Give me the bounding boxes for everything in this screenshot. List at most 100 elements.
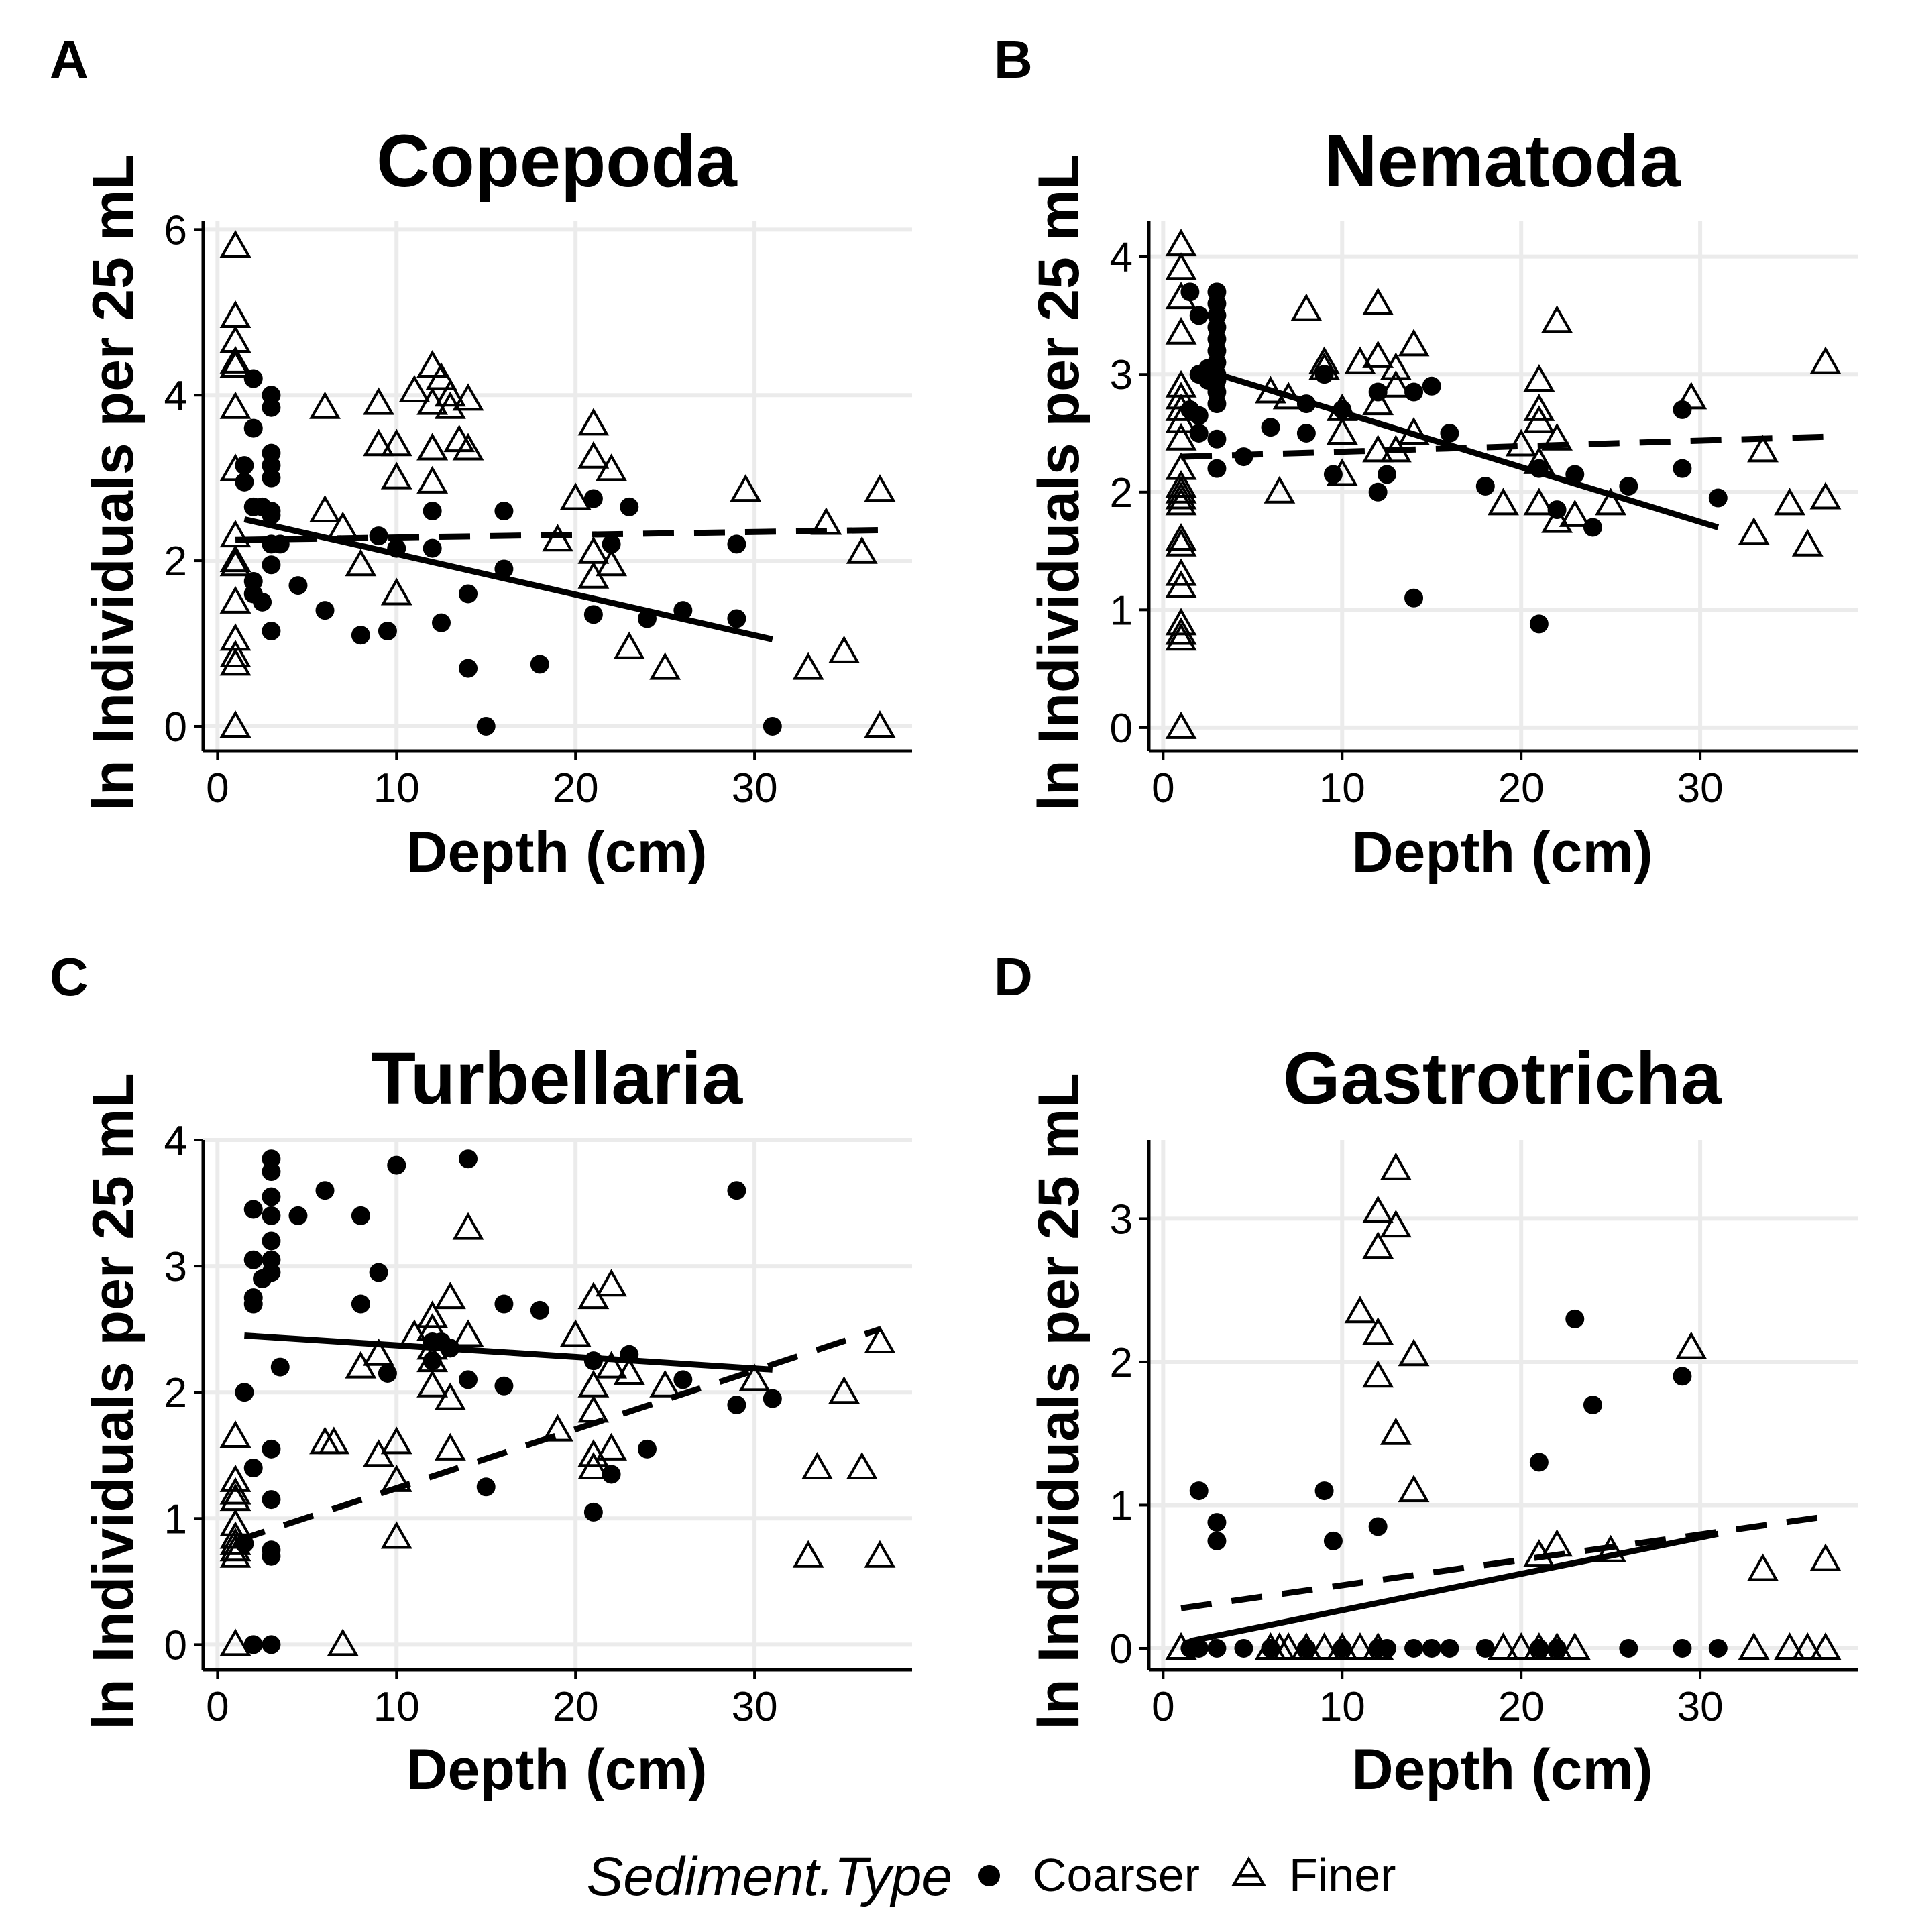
y-axis-title: ln Individuals per 25 mL	[81, 1073, 146, 1730]
finer-point	[1523, 393, 1555, 421]
finer-point	[1362, 287, 1394, 315]
finer-point	[1380, 370, 1412, 398]
coarser-point	[583, 489, 603, 508]
finer-point	[577, 1452, 610, 1480]
finer-point	[801, 1452, 833, 1480]
legend-label-finer: Finer	[1289, 1849, 1396, 1901]
finer-point	[1523, 363, 1555, 392]
finer-point	[219, 545, 251, 573]
finer-point	[1791, 1632, 1824, 1660]
finer-point	[1290, 1632, 1323, 1660]
finer-point	[219, 1628, 251, 1656]
y-axis-title: ln Individuals per 25 mL	[1027, 154, 1091, 811]
coarser-point	[1207, 1531, 1227, 1550]
panel-title: Copepoda	[376, 120, 738, 203]
finer-point	[1362, 1632, 1394, 1660]
finer-point	[1738, 1632, 1770, 1660]
coarser-point	[1475, 477, 1495, 496]
coarser-point	[243, 418, 263, 438]
coarser-point	[1234, 1638, 1253, 1658]
coarser-point	[1323, 1531, 1343, 1550]
finer-point	[1675, 382, 1707, 410]
x-tick-label: 30	[732, 765, 778, 811]
finer-point	[1165, 1632, 1197, 1660]
y-tick-label: 0	[164, 1622, 187, 1668]
finer-point	[1362, 1231, 1394, 1259]
finer-point	[1165, 252, 1197, 280]
finer-point	[380, 577, 412, 606]
finer-point	[380, 461, 412, 490]
coarser-point	[459, 1149, 478, 1169]
coarser-point	[1368, 482, 1388, 502]
panel-letter: C	[50, 947, 89, 1007]
coarser-point	[1180, 282, 1200, 302]
y-tick-label: 0	[164, 704, 187, 750]
panel-b: B Nematoda 0 10 20 30 0 1 2 3 4 Depth (cm) ln In…	[994, 30, 1858, 885]
finer-point	[452, 1319, 484, 1347]
finer-point	[1380, 352, 1412, 380]
x-axis-title: Depth (cm)	[406, 1738, 707, 1802]
coarser-point	[494, 1294, 514, 1314]
coarser-point	[620, 497, 639, 516]
finer-trend-line	[235, 526, 881, 543]
finer-point	[577, 408, 610, 436]
x-tick-label: 0	[206, 765, 229, 811]
coarser-point	[423, 538, 442, 558]
coarser-point	[459, 1370, 478, 1389]
coarser-point	[763, 716, 782, 736]
coarser-point	[262, 506, 281, 525]
finer-point	[1165, 475, 1197, 504]
coarser-point	[423, 502, 442, 521]
coarser-point	[1207, 429, 1227, 449]
coarser-point	[235, 472, 254, 492]
finer-point	[1559, 499, 1591, 527]
coarser-point	[1673, 400, 1692, 419]
coarser-point	[1207, 1513, 1227, 1532]
finer-point	[318, 1426, 350, 1455]
x-tick-label: 20	[1498, 1684, 1545, 1730]
coarser-point	[262, 1231, 281, 1251]
finer-point	[596, 453, 628, 481]
panel-letter: B	[994, 30, 1033, 89]
finer-point	[828, 635, 860, 663]
finer-point	[1362, 1360, 1394, 1388]
coarser-point	[1673, 459, 1692, 478]
coarser-point	[1583, 1396, 1602, 1414]
coarser-point	[387, 1155, 406, 1175]
finer-point	[219, 453, 251, 481]
finer-point	[1165, 617, 1197, 645]
coarser-point	[1422, 1638, 1441, 1658]
finer-point	[363, 429, 395, 457]
coarser-point	[243, 1294, 263, 1314]
y-tick-label: 4	[1110, 235, 1133, 281]
coarser-point	[288, 1206, 308, 1225]
coarser-point	[1422, 376, 1441, 396]
coarser-point	[1475, 1638, 1495, 1658]
coarser-point	[235, 456, 254, 475]
x-tick-label: 10	[1319, 765, 1365, 811]
finer-point	[542, 524, 573, 552]
x-tick-label: 20	[553, 1684, 599, 1730]
finer-point	[613, 631, 645, 659]
finer-point	[1380, 1152, 1412, 1180]
coarser-point	[369, 1263, 388, 1282]
coarser-point	[262, 1263, 281, 1282]
coarser-point	[494, 559, 514, 579]
x-tick-label: 0	[1152, 1684, 1174, 1730]
coarser-point	[494, 1376, 514, 1396]
finer-point	[219, 1521, 251, 1549]
finer-point	[416, 1313, 449, 1341]
finer-point	[864, 709, 896, 738]
finer-point	[219, 1420, 251, 1448]
finer-point	[1308, 346, 1341, 374]
finer-point	[1809, 1543, 1842, 1571]
coarser-point	[1529, 1453, 1549, 1472]
finer-point	[345, 549, 377, 577]
x-tick-label: 30	[1677, 1684, 1724, 1730]
finer-point	[380, 429, 412, 457]
coarser-point	[1708, 488, 1728, 508]
y-axis-title: ln Individuals per 25 mL	[81, 154, 146, 811]
coarser-point	[1404, 1638, 1424, 1658]
finer-point	[1272, 1632, 1304, 1660]
coarser-point	[727, 609, 746, 628]
